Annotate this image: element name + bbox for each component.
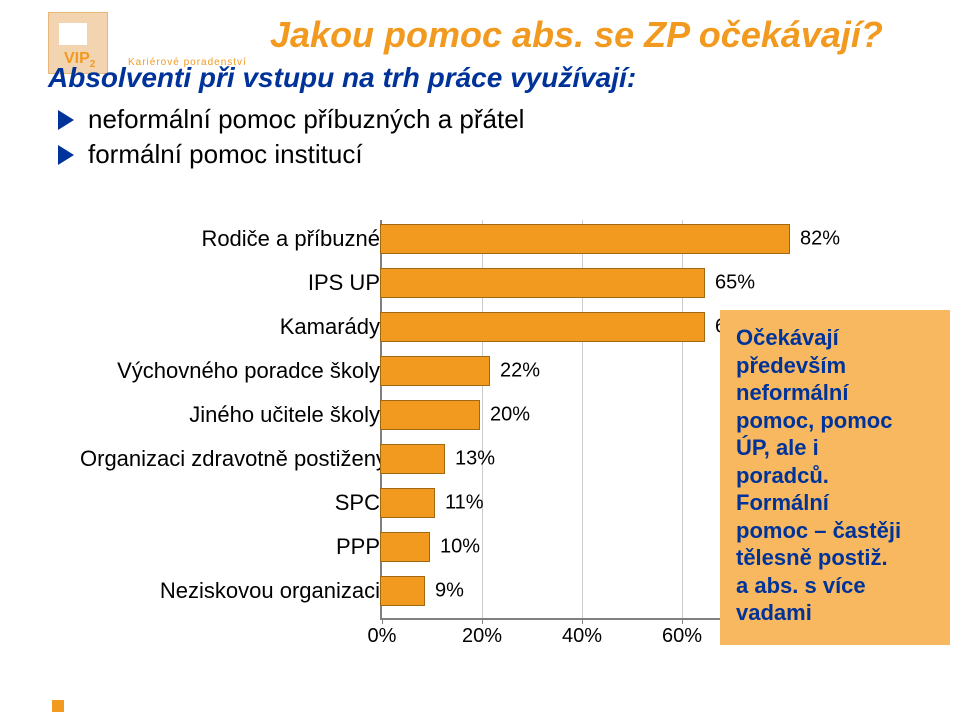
- bullet-text: formální pomoc institucí: [88, 139, 363, 170]
- footer-marker-icon: [52, 700, 64, 712]
- callout-line: neformální: [736, 379, 934, 407]
- chart-value-label: 9%: [435, 580, 464, 603]
- chart-tick-label: 40%: [562, 625, 602, 648]
- callout-line: pomoc, pomoc: [736, 407, 934, 435]
- callout-line: a abs. s více: [736, 572, 934, 600]
- chart-value-label: 20%: [490, 404, 530, 427]
- callout-line: pomoc – častěji: [736, 517, 934, 545]
- chart-category-label: IPS UP: [80, 270, 380, 296]
- callout-line: vadami: [736, 599, 934, 627]
- chart-category-label: SPC: [80, 490, 380, 516]
- callout-line: poradců.: [736, 462, 934, 490]
- callout-line: Očekávají: [736, 324, 934, 352]
- bullet-text: neformální pomoc příbuzných a přátel: [88, 104, 524, 135]
- chart-value-label: 13%: [455, 448, 495, 471]
- chart-value-label: 22%: [500, 360, 540, 383]
- chart-value-label: 65%: [715, 272, 755, 295]
- bullet-icon: [58, 110, 74, 130]
- callout-line: tělesně postiž.: [736, 544, 934, 572]
- chart-category-label: Výchovného poradce školy: [80, 358, 380, 384]
- callout-line: ÚP, ale i: [736, 434, 934, 462]
- chart-value-label: 11%: [445, 492, 484, 515]
- bullet-item: neformální pomoc příbuzných a přátel: [58, 104, 524, 135]
- chart-category-label: Rodiče a příbuzné: [80, 226, 380, 252]
- callout-line: Formální: [736, 489, 934, 517]
- chart-tick-label: 0%: [368, 625, 397, 648]
- chart-row: IPS UP 65%: [60, 264, 840, 302]
- chart-bar: [380, 356, 490, 386]
- chart-bar: [380, 532, 430, 562]
- chart-tick: [582, 618, 583, 624]
- chart-tick-label: 60%: [662, 625, 702, 648]
- chart-category-label: Kamarády: [80, 314, 380, 340]
- chart-value-label: 10%: [440, 536, 480, 559]
- bullet-icon: [58, 145, 74, 165]
- chart-bar: [380, 488, 435, 518]
- chart-bar: [380, 400, 480, 430]
- callout-box: Očekávajípředevšímneformálnípomoc, pomoc…: [720, 310, 950, 645]
- chart-value-label: 82%: [800, 228, 840, 251]
- chart-category-label: PPP: [80, 534, 380, 560]
- chart-bar: [380, 576, 425, 606]
- chart-bar: [380, 444, 445, 474]
- chart-bar: [380, 268, 705, 298]
- chart-tick-label: 20%: [462, 625, 502, 648]
- page-title: Jakou pomoc abs. se ZP očekávají?: [270, 14, 883, 56]
- chart-category-label: Organizaci zdravotně postižených: [80, 446, 380, 472]
- chart-bar: [380, 224, 790, 254]
- chart-tick: [682, 618, 683, 624]
- chart-row: Rodiče a příbuzné 82%: [60, 220, 840, 258]
- chart-tick: [482, 618, 483, 624]
- chart-tick: [382, 618, 383, 624]
- bullet-item: formální pomoc institucí: [58, 139, 524, 170]
- page-subtitle: Absolventi při vstupu na trh práce využí…: [48, 62, 636, 94]
- bullet-list: neformální pomoc příbuzných a přátel for…: [58, 104, 524, 174]
- callout-line: především: [736, 352, 934, 380]
- chart-bar: [380, 312, 705, 342]
- chart-category-label: Jiného učitele školy: [80, 402, 380, 428]
- chart-category-label: Neziskovou organizaci: [80, 578, 380, 604]
